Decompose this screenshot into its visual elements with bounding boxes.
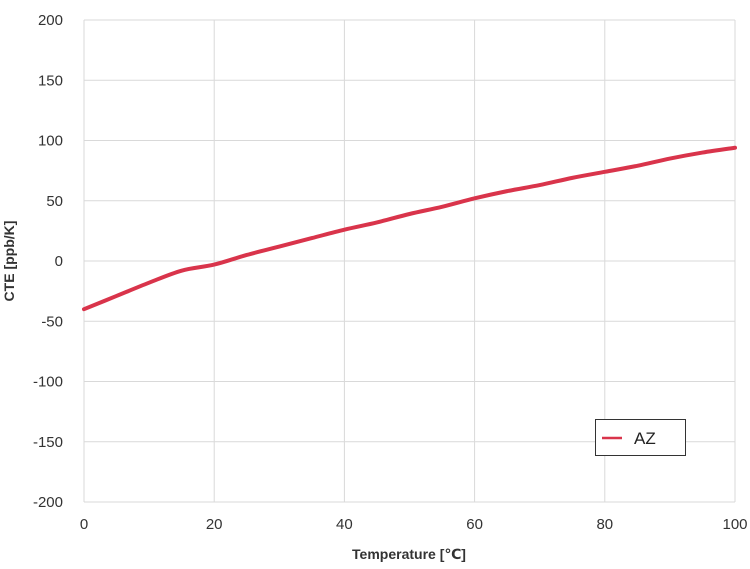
y-tick-label: 200: [38, 12, 63, 29]
legend-label-az: AZ: [634, 429, 656, 448]
y-tick-label: 100: [38, 133, 63, 150]
y-tick-labels: 200 150 100 50 0 -50 -100 -150 -200: [33, 12, 63, 511]
x-tick-label: 60: [466, 516, 483, 533]
y-tick-label: -50: [41, 313, 63, 330]
y-axis-title: CTE [ppb/K]: [1, 221, 17, 302]
y-tick-label: 50: [46, 193, 63, 210]
x-axis-title: Temperature [℃]: [352, 546, 466, 562]
x-tick-label: 80: [596, 516, 613, 533]
x-tick-label: 40: [336, 516, 353, 533]
y-tick-label: -150: [33, 434, 63, 451]
series-line-az: [82, 145, 737, 312]
y-tick-label: 150: [38, 72, 63, 89]
x-tick-label: 20: [206, 516, 223, 533]
x-tick-label: 0: [80, 516, 88, 533]
x-tick-label: 100: [722, 516, 747, 533]
x-tick-labels: 0 20 40 60 80 100: [80, 516, 748, 533]
y-tick-label: 0: [55, 253, 63, 270]
series-layer: [82, 145, 737, 312]
y-tick-label: -200: [33, 494, 63, 511]
legend: AZ: [595, 419, 686, 456]
y-tick-label: -100: [33, 374, 63, 391]
